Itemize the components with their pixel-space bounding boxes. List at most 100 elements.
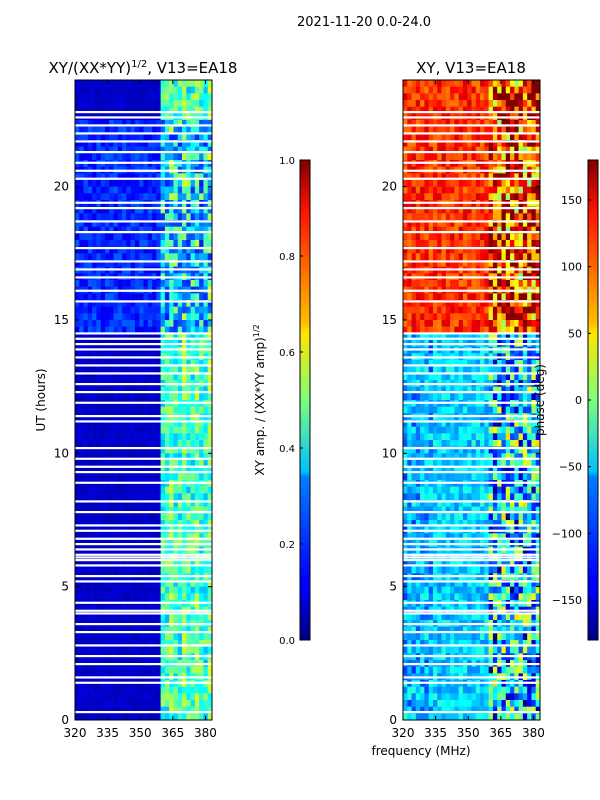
left-heatmap-cell	[134, 140, 140, 147]
right-heatmap-cell	[445, 120, 451, 127]
right-heatmap-cell	[527, 246, 532, 254]
left-heatmap-cell	[130, 240, 136, 247]
left-heatmap-cell	[160, 193, 166, 201]
left-heatmap-cell	[122, 666, 127, 674]
left-heatmap-cell	[96, 466, 101, 474]
right-heatmap-cell	[407, 280, 412, 287]
left-heatmap-cell	[186, 80, 191, 87]
left-heatmap-cell	[164, 493, 170, 501]
right-heatmap-cell	[527, 406, 532, 414]
right-heatmap-cell	[420, 366, 425, 374]
left-heatmap-cell	[92, 686, 97, 694]
right-heatmap-cell	[450, 420, 455, 427]
right-heatmap-cell	[518, 133, 524, 141]
right-heatmap-cell	[471, 426, 477, 434]
left-heatmap-cell	[156, 406, 161, 414]
left-heatmap-cell	[143, 593, 149, 601]
left-heatmap-cell	[160, 486, 166, 494]
left-heatmap-cell	[100, 426, 106, 434]
right-heatmap-cell	[432, 360, 438, 367]
left-heatmap-cell	[190, 593, 196, 601]
right-heatmap-cell	[428, 326, 434, 334]
left-flagged-row	[75, 481, 212, 484]
left-heatmap-cell	[182, 86, 187, 94]
left-heatmap-cell	[177, 293, 183, 301]
right-heatmap-cell	[514, 146, 519, 154]
left-heatmap-cell	[177, 666, 183, 674]
left-heatmap-cell	[117, 706, 123, 714]
left-heatmap-cell	[203, 320, 209, 327]
left-heatmap-cell	[126, 633, 131, 641]
left-heatmap-cell	[75, 700, 80, 707]
right-heatmap-cell	[462, 120, 468, 127]
left-heatmap-cell	[75, 393, 80, 401]
left-heatmap-cell	[177, 446, 183, 454]
left-heatmap-cell	[186, 460, 191, 467]
left-heatmap-cell	[75, 513, 80, 521]
right-heatmap-cell	[432, 120, 438, 127]
left-heatmap-cell	[190, 500, 196, 507]
left-heatmap-cell	[75, 466, 80, 474]
left-heatmap-cell	[134, 406, 140, 414]
left-heatmap-cell	[164, 533, 170, 541]
left-heatmap-cell	[194, 640, 200, 647]
left-heatmap-cell	[122, 706, 127, 714]
right-heatmap-cell	[437, 440, 442, 447]
left-heatmap-cell	[104, 120, 110, 127]
left-heatmap-cell	[83, 500, 89, 507]
left-heatmap-cell	[92, 453, 97, 461]
left-heatmap-cell	[147, 280, 153, 287]
left-heatmap-cell	[199, 560, 204, 567]
right-heatmap-cell	[501, 320, 507, 327]
left-heatmap-cell	[104, 126, 110, 134]
left-heatmap-cell	[139, 326, 144, 334]
right-heatmap-cell	[505, 293, 511, 301]
right-heatmap-cell	[492, 426, 498, 434]
right-heatmap-cell	[450, 120, 455, 127]
right-heatmap-cell	[510, 306, 515, 314]
left-heatmap-cell	[160, 633, 166, 641]
left-heatmap-cell	[117, 646, 123, 654]
right-heatmap-cell	[488, 320, 494, 327]
left-heatmap-cell	[87, 300, 93, 307]
left-heatmap-cell	[92, 93, 97, 101]
left-heatmap-cell	[199, 233, 204, 241]
right-heatmap-cell	[458, 173, 464, 181]
left-panel: XY/(XX*YY)1/2, V13=EA18 320 335 350 365 380 …	[34, 59, 237, 740]
right-heatmap-cell	[424, 106, 429, 114]
right-heatmap-cell	[527, 300, 532, 307]
left-heatmap-cell	[75, 426, 80, 434]
right-heatmap-cell	[415, 120, 421, 127]
right-heatmap-cell	[411, 106, 417, 114]
left-heatmap-cell	[87, 593, 93, 601]
left-heatmap-cell	[134, 260, 140, 267]
right-heatmap-cell	[407, 426, 412, 434]
right-heatmap-cell	[518, 393, 524, 401]
left-heatmap-cell	[109, 406, 114, 414]
left-heatmap-cell	[139, 513, 144, 521]
left-heatmap-cell	[147, 593, 153, 601]
left-heatmap-cell	[186, 593, 191, 601]
right-heatmap-cell	[497, 153, 502, 161]
right-heatmap-cell	[450, 440, 455, 447]
left-heatmap-cell	[139, 246, 144, 254]
right-heatmap-cell	[437, 220, 442, 227]
left-heatmap-cell	[92, 300, 97, 307]
left-heatmap-cell	[169, 626, 174, 634]
left-heatmap-cell	[169, 473, 174, 481]
right-heatmap-cell	[518, 100, 524, 107]
left-heatmap-cell	[79, 426, 84, 434]
right-heatmap-cell	[450, 186, 455, 194]
left-heatmap-cell	[75, 366, 80, 374]
left-heatmap-cell	[143, 713, 149, 721]
right-heatmap-cell	[505, 206, 511, 214]
left-heatmap-cell	[122, 93, 127, 101]
left-heatmap-cell	[190, 506, 196, 514]
right-heatmap-cell	[514, 426, 519, 434]
right-heatmap-cell	[480, 93, 485, 101]
left-heatmap-cell	[194, 80, 200, 87]
left-heatmap-cell	[160, 440, 166, 447]
left-heatmap-cell	[122, 293, 127, 301]
left-heatmap-cell	[182, 393, 187, 401]
right-heatmap-cell	[445, 186, 451, 194]
